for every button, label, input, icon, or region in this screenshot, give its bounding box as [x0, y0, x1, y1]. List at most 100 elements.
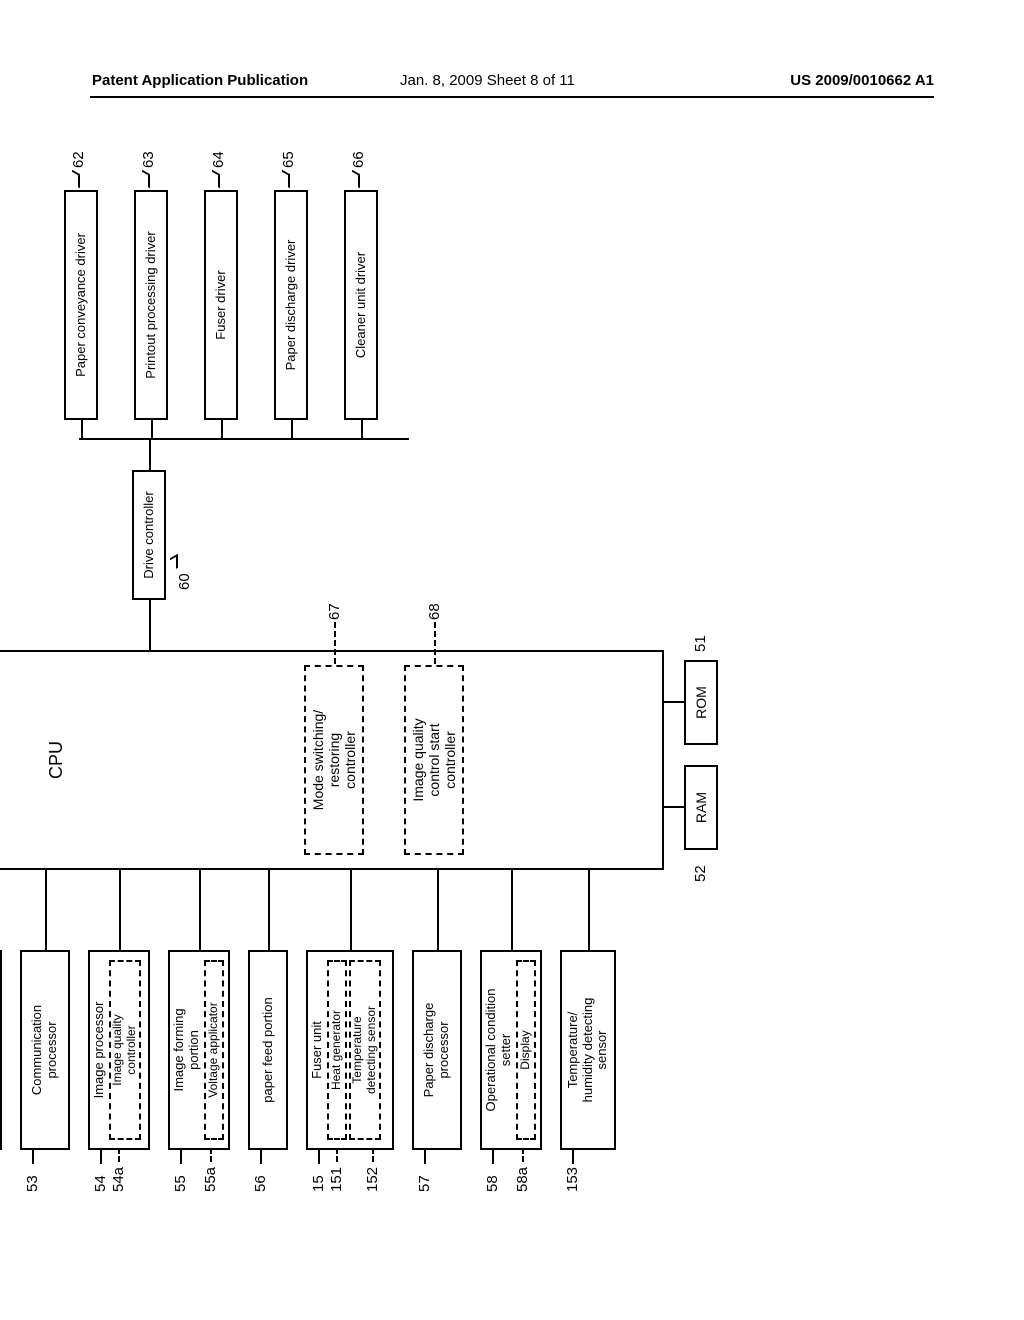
left-block: Temperature/ humidity detecting sensor	[560, 950, 616, 1150]
cpu-ref: 50	[0, 603, 1, 620]
ref-tick	[212, 170, 220, 189]
lead-line	[492, 1150, 494, 1164]
left-sub-block: Heat generator	[327, 960, 347, 1140]
left-sub-ref: 54a	[110, 1167, 127, 1192]
left-block: Image forming portionVoltage applicator	[168, 950, 230, 1150]
cpu-sub-mode-switching: Mode switching/ restoring controller	[304, 665, 364, 855]
header-rule	[90, 96, 934, 98]
lead-line	[318, 1150, 320, 1164]
left-block-ref: 55	[172, 1175, 189, 1192]
connector	[511, 870, 513, 950]
drive-controller-block: Drive controller	[132, 470, 166, 600]
header-right: US 2009/0010662 A1	[790, 72, 934, 89]
left-block-label: Image forming portion	[172, 1008, 202, 1091]
driver-block: Fuser driver	[204, 190, 238, 420]
dc-ref-tick	[170, 554, 178, 573]
ref-tick	[352, 170, 360, 189]
connector	[45, 870, 47, 950]
left-block: Cleaner unit	[0, 950, 2, 1150]
ref-tick	[72, 170, 80, 189]
ram-block: RAM	[684, 765, 718, 850]
ref-tick	[142, 170, 150, 189]
left-sub-ref: 58a	[514, 1167, 531, 1192]
left-block-ref: 54	[92, 1175, 109, 1192]
connector	[149, 600, 151, 650]
left-sub-ref: 152	[364, 1167, 381, 1192]
driver-block: Printout processing driver	[134, 190, 168, 420]
connector	[151, 420, 153, 440]
ref-tick	[282, 170, 290, 189]
driver-ref: 65	[280, 151, 297, 168]
connector	[361, 420, 363, 440]
driver-ref: 62	[70, 151, 87, 168]
driver-block: Paper discharge driver	[274, 190, 308, 420]
header-mid: Jan. 8, 2009 Sheet 8 of 11	[400, 72, 575, 89]
left-block-label: Temperature/ humidity detecting sensor	[566, 998, 611, 1103]
driver-block: Paper conveyance driver	[64, 190, 98, 420]
cpu-sub-iq-ref: 68	[426, 603, 443, 620]
lead-line	[572, 1150, 574, 1164]
connector	[350, 870, 352, 950]
cpu-sub-image-quality: Image quality control start controller	[404, 665, 464, 855]
left-block-label: Operational condition setter	[484, 989, 514, 1112]
left-block: Communication processor	[20, 950, 70, 1150]
left-block: Fuser unitHeat generatorTemperature dete…	[306, 950, 394, 1150]
cpu-sub-image-quality-label: Image quality control start controller	[410, 718, 458, 801]
drive-controller-ref: 60	[176, 573, 193, 590]
driver-ref: 63	[140, 151, 157, 168]
lead-line	[424, 1150, 426, 1164]
driver-ref: 66	[350, 151, 367, 168]
left-sub-block: Voltage applicator	[204, 960, 224, 1140]
lead-line	[100, 1150, 102, 1164]
rom-label: ROM	[693, 686, 709, 719]
cpu-label: CPU	[46, 741, 67, 779]
page-header: Patent Application Publication Jan. 8, 2…	[0, 78, 1024, 108]
header-left: Patent Application Publication	[92, 72, 308, 89]
left-block-ref: 56	[252, 1175, 269, 1192]
cpu-sub-mode-ref: 67	[326, 603, 343, 620]
left-block: Operational condition setterDisplay	[480, 950, 542, 1150]
left-block: Image processorImage quality controller	[88, 950, 150, 1150]
connector	[119, 870, 121, 950]
rom-ref: 51	[692, 635, 709, 652]
lead-line	[260, 1150, 262, 1164]
lead-line	[180, 1150, 182, 1164]
left-block-ref: 15	[310, 1175, 327, 1192]
driver-ref: 64	[210, 151, 227, 168]
left-block-ref: 57	[416, 1175, 433, 1192]
left-block-label: Image processor	[92, 1002, 107, 1099]
rom-block: ROM	[684, 660, 718, 745]
connector	[664, 701, 684, 703]
left-sub-ref: 55a	[202, 1167, 219, 1192]
connector	[664, 806, 684, 808]
left-block-label: Fuser unit	[310, 1021, 325, 1079]
left-block-label: Paper discharge processor	[422, 1003, 452, 1098]
connector	[221, 420, 223, 440]
connector	[268, 870, 270, 950]
connector	[199, 870, 201, 950]
connector	[79, 438, 409, 440]
ram-ref: 52	[692, 865, 709, 882]
left-block: Paper discharge processor	[412, 950, 462, 1150]
connector	[149, 440, 151, 470]
connector	[437, 870, 439, 950]
connector	[291, 420, 293, 440]
lead-line	[434, 622, 436, 664]
figure-diagram: FIG.8 CPU 50 Mode switching/ restoring c…	[0, 356, 934, 1200]
ram-label: RAM	[693, 792, 709, 823]
driver-block: Cleaner unit driver	[344, 190, 378, 420]
left-sub-block: Image quality controller	[109, 960, 141, 1140]
connector	[588, 870, 590, 950]
left-sub-ref: 151	[328, 1167, 345, 1192]
left-block-label: Communication processor	[30, 1005, 60, 1095]
connector	[81, 420, 83, 440]
lead-line	[334, 622, 336, 664]
cpu-sub-mode-switching-label: Mode switching/ restoring controller	[310, 710, 358, 810]
left-block-label: paper feed portion	[261, 997, 276, 1103]
left-block-ref: 153	[564, 1167, 581, 1192]
left-block: paper feed portion	[248, 950, 288, 1150]
left-block-ref: 58	[484, 1175, 501, 1192]
left-sub-block: Temperature detecting sensor	[349, 960, 381, 1140]
lead-line	[32, 1150, 34, 1164]
left-sub-block: Display	[516, 960, 536, 1140]
